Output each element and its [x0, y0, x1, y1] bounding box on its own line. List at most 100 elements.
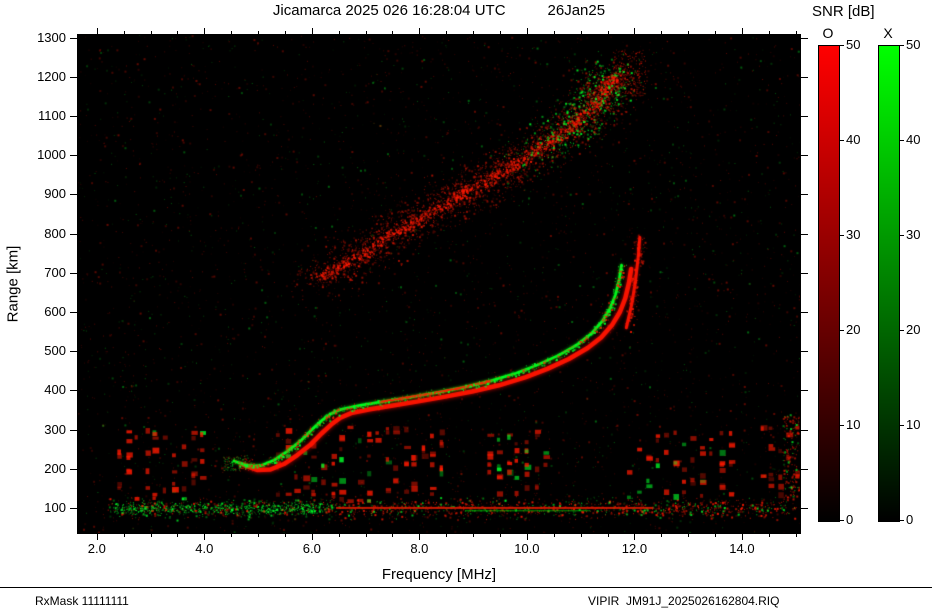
x-minor-tick: [661, 31, 663, 34]
y-tick: [70, 351, 77, 353]
y-tick: [801, 507, 808, 509]
colorbar-tick-label: 50: [906, 37, 921, 52]
y-tick: [801, 468, 808, 470]
colorbar-tick-label: 10: [906, 417, 921, 432]
y-tick-label: 1200: [37, 68, 66, 84]
colorbar-tick: [840, 235, 844, 236]
x-tick: [96, 534, 98, 540]
y-tick-label: 200: [44, 460, 66, 476]
colorbar-tick-label: 30: [846, 227, 861, 242]
y-tick: [801, 390, 808, 392]
y-tick: [801, 429, 808, 431]
colorbar-tick-label: 0: [846, 512, 854, 527]
colorbar-tick-label: 20: [906, 322, 921, 337]
y-tick: [70, 390, 77, 392]
x-minor-tick: [661, 534, 663, 537]
y-tick: [70, 507, 77, 509]
y-tick-label: 100: [44, 499, 66, 515]
x-tick-label: 6.0: [302, 541, 321, 556]
x-minor-tick: [231, 534, 233, 537]
x-minor-tick: [258, 534, 260, 537]
x-minor-tick: [338, 534, 340, 537]
colorbar-tick: [900, 330, 904, 331]
x-colorbar-label: X: [883, 25, 893, 41]
x-minor-tick: [123, 31, 125, 34]
x-tick-label: 14.0: [729, 541, 755, 556]
y-tick-label: 700: [44, 264, 66, 280]
x-minor-tick: [553, 31, 555, 34]
x-tick-label: 8.0: [410, 541, 429, 556]
x-minor-tick: [258, 31, 260, 34]
x-minor-tick: [607, 534, 609, 537]
x-minor-tick: [284, 31, 286, 34]
o-colorbar-label: O: [822, 25, 834, 41]
y-tick: [70, 312, 77, 313]
colorbar-tick: [840, 140, 844, 141]
y-tick: [801, 272, 808, 274]
x-tick: [419, 28, 421, 34]
y-tick: [70, 233, 77, 235]
y-tick: [70, 194, 77, 196]
x-minor-tick: [473, 31, 475, 34]
y-tick-label: 1000: [37, 147, 66, 163]
colorbar-tick-label: 40: [906, 132, 921, 147]
y-tick: [70, 37, 77, 39]
colorbar-tick-label: 20: [846, 322, 861, 337]
x-minor-tick: [231, 31, 233, 34]
y-axis-label: Range [km]: [4, 245, 22, 323]
x-minor-tick: [123, 534, 125, 537]
y-tick-label: 800: [44, 225, 66, 241]
x-minor-tick: [150, 31, 152, 34]
x-minor-tick: [365, 534, 367, 537]
x-minor-tick: [284, 534, 286, 537]
x-minor-tick: [446, 534, 448, 537]
x-tick: [634, 28, 636, 34]
x-minor-tick: [365, 31, 367, 34]
x-minor-tick: [715, 31, 717, 34]
y-tick: [70, 429, 77, 431]
chart-title: Jicamarca 2025 026 16:28:04 UTC: [272, 2, 506, 19]
colorbar-tick: [900, 45, 904, 46]
x-minor-tick: [607, 31, 609, 34]
x-minor-tick: [688, 31, 690, 34]
colorbar-tick-label: 50: [846, 37, 861, 52]
x-minor-tick: [446, 31, 448, 34]
x-minor-tick: [392, 534, 394, 537]
y-tick: [801, 233, 808, 235]
y-tick-label: 300: [44, 421, 66, 437]
y-tick: [801, 312, 808, 313]
y-tick-label: 500: [44, 343, 66, 359]
colorbar-tick-label: 30: [906, 227, 921, 242]
x-minor-tick: [553, 534, 555, 537]
x-minor-tick: [795, 534, 797, 537]
colorbar-tick: [900, 140, 904, 141]
x-axis-label: Frequency [MHz]: [381, 566, 497, 583]
x-minor-tick: [688, 534, 690, 537]
x-tick: [419, 534, 421, 540]
colorbar-tick: [840, 425, 844, 426]
x-minor-tick: [177, 31, 179, 34]
y-tick: [70, 155, 77, 157]
x-minor-tick: [715, 534, 717, 537]
colorbar-tick: [900, 235, 904, 236]
x-minor-tick: [795, 31, 797, 34]
footer-divider: [0, 587, 932, 588]
x-minor-tick: [580, 534, 582, 537]
x-minor-tick: [768, 31, 770, 34]
y-tick: [801, 155, 808, 157]
x-minor-tick: [500, 534, 502, 537]
x-tick: [311, 28, 313, 34]
x-tick: [526, 534, 528, 540]
x-tick-label: 12.0: [621, 541, 648, 556]
x-minor-tick: [473, 534, 475, 537]
x-tick: [311, 534, 313, 540]
colorbar-tick: [840, 520, 844, 521]
x-tick-label: 2.0: [87, 541, 106, 556]
y-tick: [70, 76, 77, 78]
x-tick-label: 4.0: [195, 541, 214, 556]
x-tick: [526, 28, 528, 34]
x-minor-tick: [768, 534, 770, 537]
y-tick: [801, 351, 808, 353]
x-tick: [741, 28, 743, 34]
